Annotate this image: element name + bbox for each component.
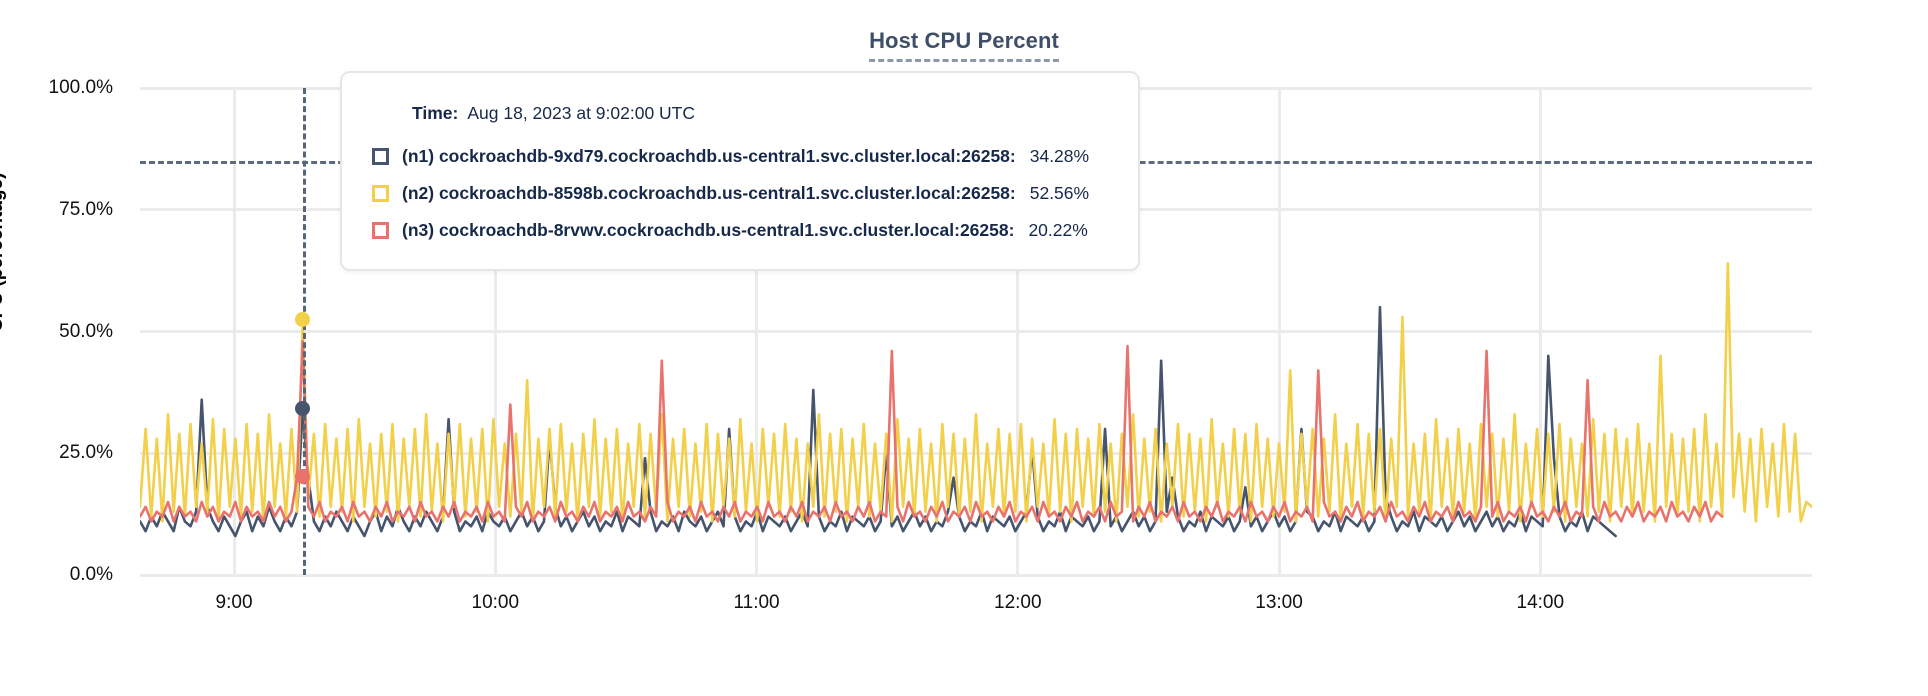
tooltip-series-label: (n3) cockroachdb-8rvwv.cockroachdb.us-ce…	[402, 220, 1015, 240]
tooltip-series-rows: (n1) cockroachdb-9xd79.cockroachdb.us-ce…	[372, 146, 1108, 241]
series-lines	[140, 262, 1812, 538]
page-title: Host CPU Percent	[0, 28, 1928, 62]
y-axis-tick-label: 25.0%	[59, 442, 113, 464]
series-color-swatch	[372, 222, 389, 239]
y-axis-tick-label: 75.0%	[59, 198, 113, 220]
tooltip-series-row: (n3) cockroachdb-8rvwv.cockroachdb.us-ce…	[372, 220, 1108, 241]
y-axis-tick-label: 50.0%	[59, 320, 113, 342]
tooltip-series-label: (n2) cockroachdb-8598b.cockroachdb.us-ce…	[402, 183, 1016, 203]
chart-title-text: Host CPU Percent	[869, 28, 1059, 62]
series-line	[140, 305, 1617, 538]
gridline-vertical	[1016, 88, 1020, 575]
tooltip-time-value: Aug 18, 2023 at 9:02:00 UTC	[467, 103, 696, 123]
tooltip-series-value: 52.56%	[1029, 183, 1090, 203]
highlight-dot	[295, 311, 311, 327]
gridline-horizontal	[140, 573, 1812, 577]
gridline-vertical	[755, 88, 759, 575]
x-axis-tick-label: 9:00	[215, 592, 253, 613]
gridline-horizontal	[140, 451, 1812, 455]
y-axis-tick-label: 100.0%	[48, 77, 113, 98]
series-line	[140, 262, 1812, 523]
gridline-vertical	[1538, 88, 1542, 575]
y-axis-title: CPU (percentage)	[0, 172, 7, 332]
x-axis-tick-label: 11:00	[733, 592, 780, 613]
series-color-swatch	[372, 185, 389, 202]
tooltip-series-value: 20.22%	[1028, 220, 1088, 240]
crosshair-line	[302, 88, 306, 575]
gridline-vertical	[232, 88, 236, 575]
x-axis-tick-label: 10:00	[471, 592, 520, 613]
series-color-swatch	[372, 148, 389, 165]
tooltip-time-row: Time: Aug 18, 2023 at 9:02:00 UTC	[412, 103, 1108, 124]
gridline-vertical	[493, 88, 497, 575]
tooltip-series-label: (n1) cockroachdb-9xd79.cockroachdb.us-ce…	[402, 146, 1016, 166]
y-axis-tick-label: 0.0%	[69, 564, 113, 585]
series-line	[140, 339, 1724, 523]
tooltip-series-row: (n2) cockroachdb-8598b.cockroachdb.us-ce…	[372, 183, 1108, 204]
tooltip-time-label: Time:	[412, 103, 459, 123]
x-axis-tick-label: 12:00	[994, 592, 1042, 613]
tooltip-series-row: (n1) cockroachdb-9xd79.cockroachdb.us-ce…	[372, 146, 1108, 167]
tooltip-series-value: 34.28%	[1029, 146, 1090, 166]
x-axis-tick-label: 13:00	[1255, 592, 1303, 613]
hover-tooltip: Time: Aug 18, 2023 at 9:02:00 UTC (n1) co…	[340, 71, 1140, 271]
x-axis-tick-label: 14:00	[1516, 592, 1565, 613]
highlight-dot	[295, 469, 311, 485]
highlight-dot	[295, 400, 311, 416]
gridline-horizontal	[140, 330, 1812, 333]
gridline-vertical	[1277, 88, 1281, 575]
